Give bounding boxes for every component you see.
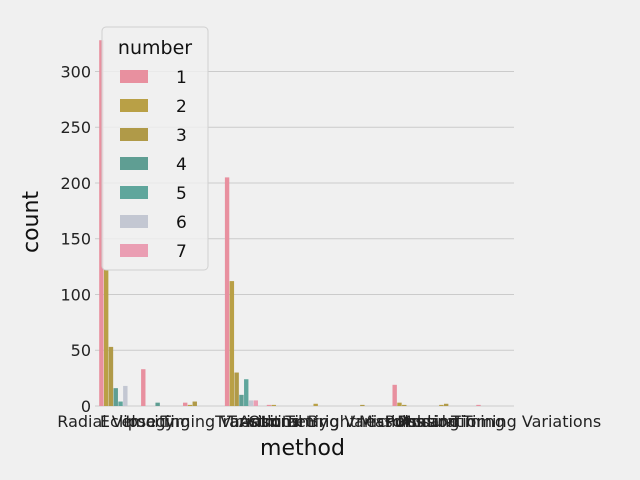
legend-swatch (120, 157, 148, 170)
bars (99, 40, 481, 406)
bar (253, 400, 259, 406)
x-tick-label: Astrometry (239, 412, 328, 431)
bar (244, 379, 249, 406)
x-axis-label: method (260, 436, 345, 461)
legend: number 1 2 3 4 5 6 7 (101, 26, 209, 271)
legend-label: 3 (176, 126, 187, 146)
legend-box (101, 26, 209, 271)
legend-label: 4 (176, 155, 187, 175)
legend-title: number (118, 37, 192, 59)
y-axis-label: count (19, 191, 44, 253)
y-tick-label: 150 (60, 230, 91, 249)
x-tick-label: Radial Velocity (57, 412, 174, 431)
legend-swatch (120, 70, 148, 83)
y-tick-label: 200 (60, 174, 91, 193)
bar (103, 269, 109, 406)
legend-label: 7 (176, 242, 187, 262)
legend-label: 5 (176, 184, 187, 204)
bar (187, 404, 193, 406)
y-tick-labels: 0 50 100 150 200 250 300 (60, 62, 91, 416)
bar (113, 388, 118, 406)
bar (397, 402, 402, 406)
legend-label: 6 (176, 213, 187, 233)
y-tick-label: 300 (60, 62, 91, 81)
bar (234, 372, 239, 406)
legend-swatch (120, 99, 148, 112)
legend-items: 1 2 3 4 5 6 7 (120, 68, 187, 262)
y-tick-label: 250 (60, 118, 91, 137)
x-tick-label: Pulsation Timing Variations (385, 412, 601, 431)
bar (229, 281, 235, 406)
legend-swatch (120, 128, 148, 141)
bar (239, 394, 244, 406)
bar (476, 404, 481, 406)
bar (108, 346, 114, 406)
bar (443, 403, 449, 406)
y-tick-label: 100 (60, 285, 91, 304)
y-tick-label: 50 (71, 341, 91, 360)
bar (155, 402, 160, 406)
x-tick-label: Transit (214, 412, 268, 431)
bar (392, 384, 397, 406)
bar (266, 404, 272, 406)
bar (248, 400, 254, 406)
x-tick-label: Microlensing (359, 412, 460, 431)
bar (271, 404, 276, 406)
bar (118, 401, 123, 406)
x-tick-label: Eclipse Timing Variations (100, 412, 300, 431)
legend-swatch (120, 215, 148, 228)
x-tick-label: Orbital Brightness Modulation (248, 412, 486, 431)
bar (123, 385, 128, 406)
x-tick-label: Transit Timing Variations (226, 412, 424, 431)
bar (313, 403, 318, 406)
bar (360, 404, 365, 406)
bar (141, 369, 146, 406)
bar (182, 402, 188, 406)
bar (224, 177, 230, 406)
bar (192, 401, 197, 406)
bar (439, 404, 444, 406)
x-tick-label: Pulsar Timing (397, 412, 505, 431)
legend-label: 2 (176, 97, 187, 117)
legend-swatch (120, 244, 148, 257)
bar (402, 404, 407, 406)
legend-label: 1 (176, 68, 187, 88)
y-tick-label: 0 (81, 397, 91, 416)
bar (99, 40, 104, 406)
legend-swatch (120, 186, 148, 199)
x-tick-label: Imaging (125, 412, 190, 431)
